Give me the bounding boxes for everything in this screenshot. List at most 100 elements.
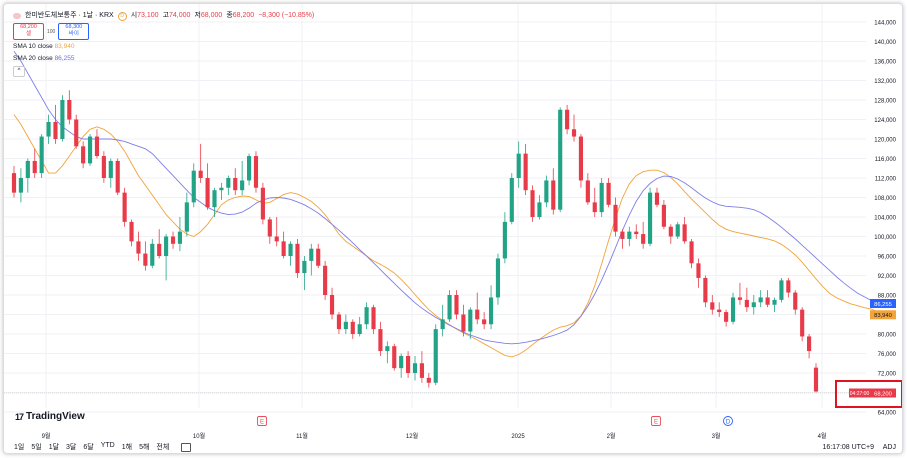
candle [198,143,203,183]
candle [571,114,577,142]
candle [433,324,438,386]
candle [551,168,556,215]
candle-body [620,231,625,239]
candle-body [786,280,791,293]
event-marker-e[interactable]: E [257,416,267,426]
timeframe-6[interactable]: 1해 [121,444,133,451]
candle [419,351,424,383]
candle [60,95,65,142]
price-tick-label: 72,000 [878,372,897,378]
sell-price: 68,200 [20,24,37,30]
candle-body [447,295,452,320]
candle-body [18,178,23,193]
candle [724,309,729,327]
candle [495,253,501,305]
earnings-marker-icon [651,416,661,426]
candle [233,168,238,196]
collapse-legend-button[interactable]: ^ [13,66,25,77]
sell-button[interactable]: 68,200 셀 [13,23,44,40]
last-price-tag: 68,200 [874,391,892,397]
candle-body [143,253,148,266]
candle [779,277,784,303]
sma10-price-tag: 83,940 [874,313,892,319]
candle [288,241,293,266]
candle-body [641,234,646,244]
timeframe-1[interactable]: 5일 [31,444,42,451]
candle [565,104,570,135]
candle-body [661,204,666,227]
candle [329,287,335,320]
timeframe-2[interactable]: 1달 [48,444,60,451]
price-tick-label: 112,000 [875,177,897,183]
calendar-icon[interactable] [181,442,192,452]
sell-label: 셀 [25,31,32,37]
last-price-tag-bg [870,388,896,398]
sma-lines [13,51,886,358]
candle-body [488,297,494,325]
candle [661,199,666,230]
timeframe-4[interactable]: 6달 [83,444,94,451]
candle [703,275,708,308]
candle-body [94,136,100,157]
candle [813,363,819,393]
candle-body [647,192,653,244]
candle-body [710,302,715,310]
event-marker-e[interactable]: E [651,416,661,426]
symbol-title[interactable]: 한미반도체보통주 · 1날 · KRX [25,12,114,19]
candle [627,226,632,247]
candle-body [191,170,196,203]
candle-body [25,160,30,178]
price-chart[interactable]: 144,000 140,000 136,000 132,000 128,000 124,0… [4,4,902,453]
candle-body [115,160,120,193]
candle [350,319,355,339]
timeframe-5[interactable]: YTD [100,442,115,449]
candle [212,187,217,217]
candle-body [558,109,563,210]
buy-button[interactable]: 68,300 바이 [58,23,90,40]
candle-body [772,299,777,305]
price-tick-label: 108,000 [874,196,896,202]
price-tick-label: 140,000 [874,40,896,46]
candle [751,295,756,315]
candle-body [212,190,217,208]
candle [765,290,770,308]
time-tick-label: 11월 [296,432,308,440]
timeframe-3[interactable]: 3달 [66,444,77,451]
sma10-value: 83,940 [54,43,75,50]
buy-label: 바이 [68,31,79,37]
sma20-line [13,51,886,345]
countdown-tag: 04:27:00 [850,391,870,397]
low-value: 68,000 [200,12,223,19]
candle [468,307,473,339]
candle-body [779,280,784,300]
candle-body [371,307,376,330]
candle-body [267,219,272,237]
candle [67,90,72,125]
sma20-legend[interactable]: SMA 20 close 86,255 [13,54,314,64]
candle [800,307,805,342]
candle [772,297,777,313]
adj-toggle[interactable]: ADJ [882,443,896,451]
candle-body [426,377,431,383]
candle [25,158,30,193]
clock-readout[interactable]: 16:17:08 UTC+9 [822,443,874,451]
candle-body [675,224,680,237]
price-tick-label: 100,000 [874,235,896,241]
candle-body [385,346,390,352]
timeframe-8[interactable]: 전체 [156,444,170,451]
candle-body [544,180,549,203]
sma20-price-tag: 86,255 [874,302,892,308]
market-status-icon[interactable]: D [117,11,127,21]
candle [537,195,542,220]
timeframe-0[interactable]: 1일 [14,444,25,451]
sma10-legend[interactable]: SMA 10 close 83,940 [13,42,314,52]
candle [482,312,487,330]
candle [454,290,459,320]
earnings-marker-icon [257,416,267,426]
event-marker-d[interactable]: D [723,416,733,426]
timeframe-7[interactable]: 5해 [139,444,150,451]
buy-price: 68,300 [65,24,83,30]
tradingview-logo[interactable]: 17 TradingView [15,411,85,422]
candle [184,192,189,237]
